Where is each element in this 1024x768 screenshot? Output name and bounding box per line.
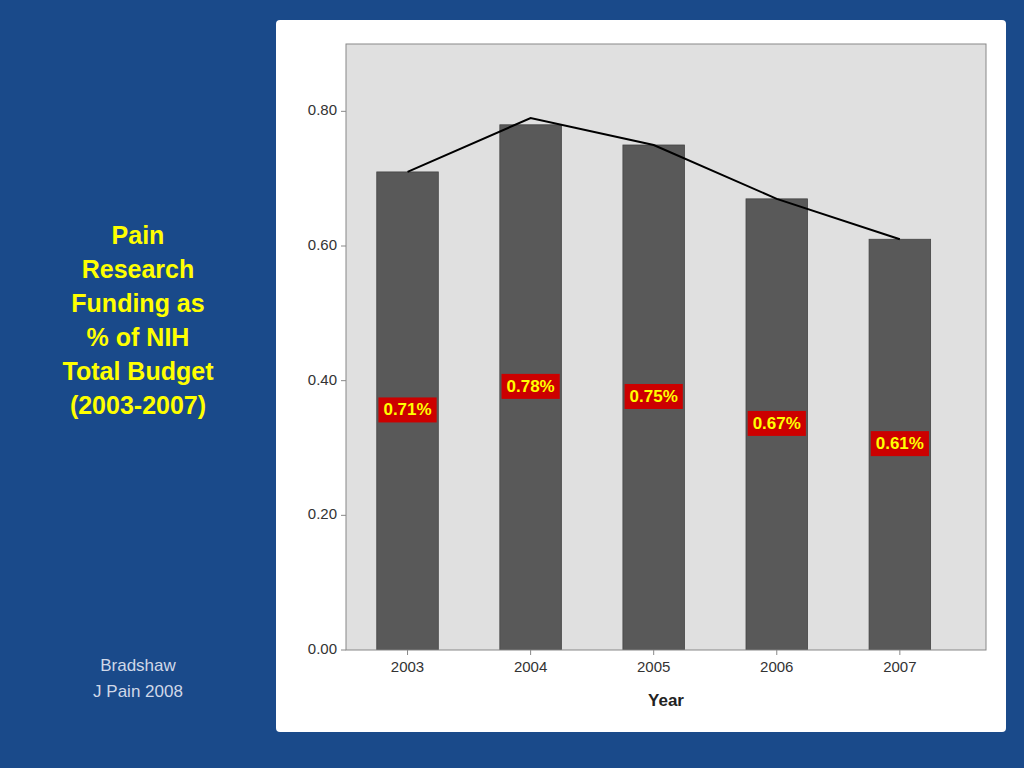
- data-label: 0.61%: [876, 434, 924, 453]
- x-tick: [899, 650, 900, 655]
- title: PainResearchFunding as% of NIHTotal Budg…: [63, 221, 215, 419]
- data-label: 0.75%: [630, 387, 678, 406]
- bar: [500, 125, 562, 650]
- x-tick: [776, 650, 777, 655]
- data-label: 0.71%: [383, 400, 431, 419]
- bar: [869, 239, 931, 650]
- y-tick: [341, 515, 346, 516]
- x-tick-label: 2006: [760, 658, 793, 675]
- plot-frame: [346, 44, 986, 650]
- line: [408, 118, 900, 239]
- y-tick-label: 0.80: [308, 101, 337, 118]
- data-label-box: [748, 411, 806, 436]
- x-tick-label: 2004: [514, 658, 547, 675]
- plot-area: [346, 44, 986, 650]
- citation: BradshawJ Pain 2008: [93, 656, 183, 701]
- data-label-box: [502, 374, 560, 399]
- x-tick: [653, 650, 654, 655]
- bar: [623, 145, 685, 650]
- y-tick-label: 0.60: [308, 236, 337, 253]
- x-tick-label: 2003: [391, 658, 424, 675]
- background: [0, 0, 1024, 768]
- y-tick: [341, 111, 346, 112]
- bar: [377, 172, 439, 650]
- data-label-box: [625, 384, 683, 409]
- chart: PainResearchFunding as% of NIHTotal Budg…: [0, 0, 1024, 768]
- y-tick-label: 0.00: [308, 640, 337, 657]
- plot-marks: [377, 118, 931, 650]
- bar: [746, 199, 808, 650]
- x-tick-label: 2005: [637, 658, 670, 675]
- x-tick: [407, 650, 408, 655]
- y-tick-label: 0.20: [308, 505, 337, 522]
- x-tick-label: 2007: [883, 658, 916, 675]
- y-tick-label: 0.40: [308, 371, 337, 388]
- y-tick: [341, 650, 346, 651]
- x-axis-label: Year: [648, 691, 684, 710]
- y-tick: [341, 380, 346, 381]
- x-tick: [530, 650, 531, 655]
- chart-frame: [276, 20, 1006, 732]
- data-label-box: [378, 397, 436, 422]
- data-label-box: [871, 431, 929, 456]
- data-label: 0.67%: [753, 414, 801, 433]
- data-label: 0.78%: [507, 377, 555, 396]
- y-tick: [341, 246, 346, 247]
